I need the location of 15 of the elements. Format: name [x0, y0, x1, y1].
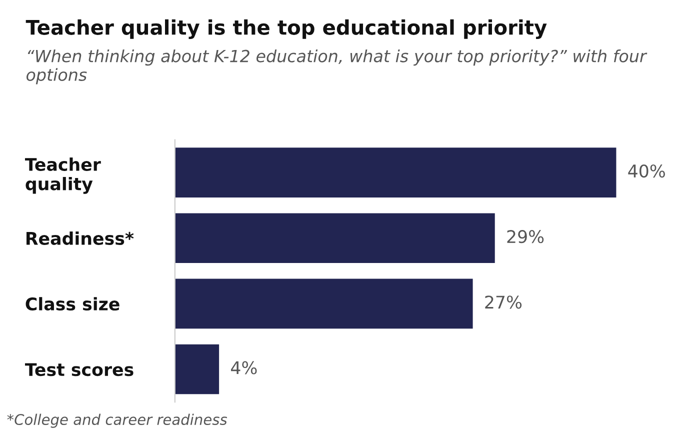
- data-label: 29%: [507, 230, 544, 244]
- chart-subtitle: “When thinking about K-12 education, what is your top priority?” with four options: [26, 49, 648, 84]
- bar: [174, 278, 473, 329]
- chart-title: Teacher quality is the top educational priority: [26, 19, 547, 39]
- data-label: 4%: [231, 361, 257, 374]
- data-label: 27%: [485, 296, 522, 309]
- text: *College and career readiness: [7, 414, 228, 428]
- y-tick-label: Class size: [26, 297, 120, 311]
- bar: [174, 213, 495, 264]
- bar: [174, 148, 616, 198]
- data-label: 40%: [628, 164, 665, 178]
- y-tick-label: Test scores: [25, 363, 134, 376]
- y-tick-label: Teacher quality: [25, 158, 101, 194]
- bar: [174, 344, 220, 394]
- y-tick-label: Readiness*: [26, 232, 134, 245]
